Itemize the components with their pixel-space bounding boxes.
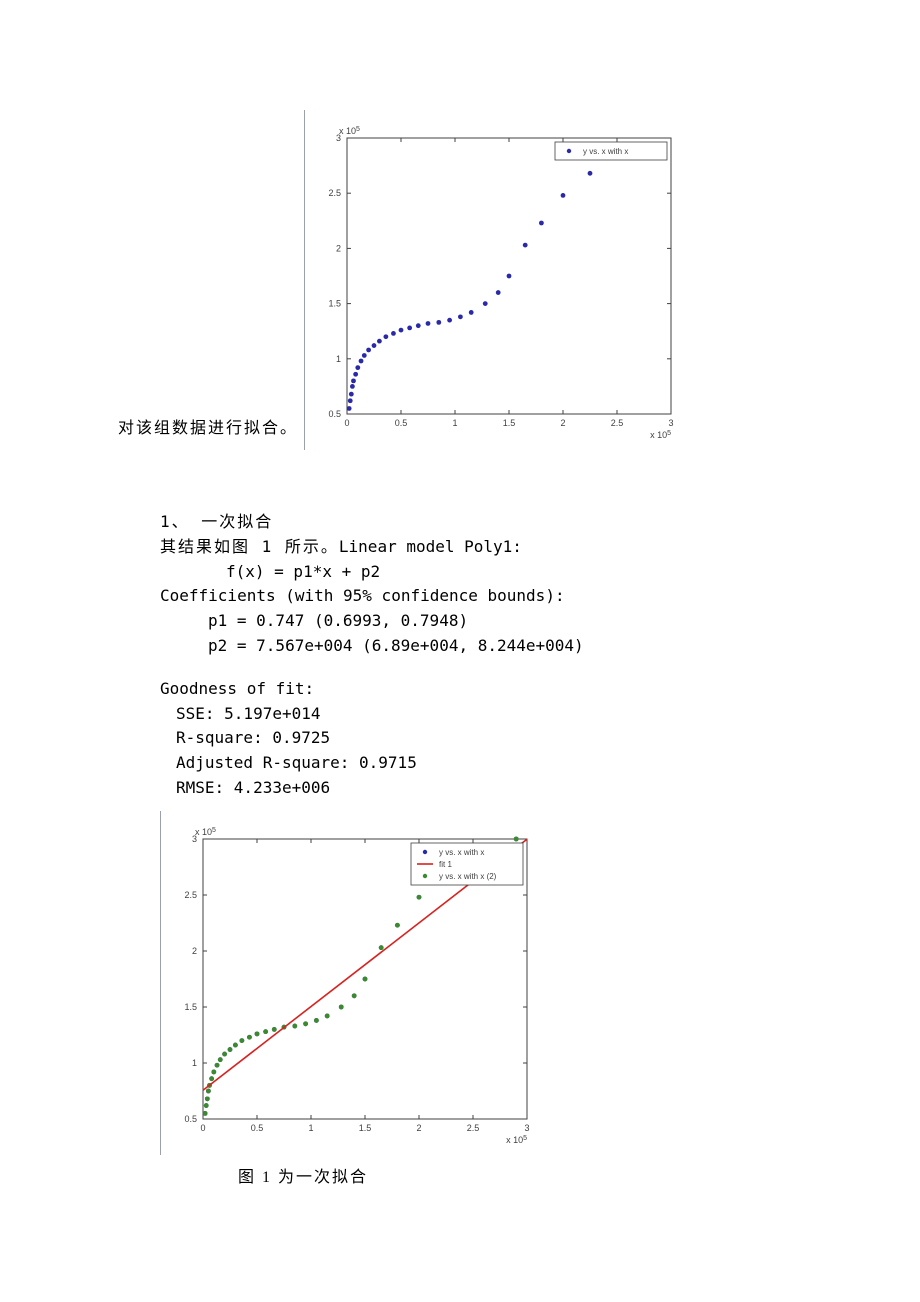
svg-text:3: 3 bbox=[669, 418, 674, 428]
svg-text:2: 2 bbox=[416, 1123, 421, 1133]
svg-text:fit 1: fit 1 bbox=[439, 860, 452, 869]
svg-text:0.5: 0.5 bbox=[184, 1114, 197, 1124]
figure-caption: 图 1 为一次拟合 bbox=[160, 1163, 802, 1187]
gof-r2: R-square: 0.9725 bbox=[160, 726, 802, 751]
svg-text:2: 2 bbox=[192, 946, 197, 956]
svg-text:1.5: 1.5 bbox=[503, 418, 516, 428]
result-prefix: 其结果如图 1 所示。 bbox=[160, 537, 339, 556]
gof-rmse: RMSE: 4.233e+006 bbox=[160, 776, 802, 801]
svg-text:0.5: 0.5 bbox=[329, 409, 342, 419]
svg-text:1.5: 1.5 bbox=[359, 1123, 372, 1133]
svg-text:x 105: x 105 bbox=[506, 1134, 527, 1145]
svg-text:1.5: 1.5 bbox=[184, 1002, 197, 1012]
svg-text:1: 1 bbox=[192, 1058, 197, 1068]
svg-text:0.5: 0.5 bbox=[395, 418, 408, 428]
svg-text:1: 1 bbox=[336, 354, 341, 364]
svg-text:y vs. x with x (2): y vs. x with x (2) bbox=[439, 872, 497, 881]
fit-text-block: 1、 一次拟合 其结果如图 1 所示。Linear model Poly1: f… bbox=[160, 510, 802, 801]
svg-text:3: 3 bbox=[524, 1123, 529, 1133]
coef-header: Coefficients (with 95% confidence bounds… bbox=[160, 584, 802, 609]
svg-text:x 105: x 105 bbox=[650, 430, 671, 441]
chart-1: 00.511.522.530.511.522.53x 105x 105y vs.… bbox=[304, 110, 688, 450]
svg-text:1.5: 1.5 bbox=[329, 299, 342, 309]
svg-text:2: 2 bbox=[336, 243, 341, 253]
svg-text:0: 0 bbox=[200, 1123, 205, 1133]
section-heading: 1、 一次拟合 bbox=[160, 512, 273, 531]
svg-text:2: 2 bbox=[561, 418, 566, 428]
svg-text:x 105: x 105 bbox=[195, 826, 216, 837]
svg-text:2.5: 2.5 bbox=[329, 188, 342, 198]
gof-sse: SSE: 5.197e+014 bbox=[160, 702, 802, 727]
intro-text: 对该组数据进行拟合。 bbox=[118, 414, 298, 450]
coef-p1: p1 = 0.747 (0.6993, 0.7948) bbox=[160, 609, 802, 634]
svg-text:2.5: 2.5 bbox=[611, 418, 624, 428]
svg-text:2.5: 2.5 bbox=[184, 890, 197, 900]
svg-text:1: 1 bbox=[308, 1123, 313, 1133]
gof-ar2: Adjusted R-square: 0.9715 bbox=[160, 751, 802, 776]
coef-p2: p2 = 7.567e+004 (6.89e+004, 8.244e+004) bbox=[160, 634, 802, 659]
svg-text:2.5: 2.5 bbox=[467, 1123, 480, 1133]
gof-header: Goodness of fit: bbox=[160, 677, 802, 702]
model-equation: f(x) = p1*x + p2 bbox=[160, 560, 802, 585]
model-label: Linear model Poly1: bbox=[339, 537, 522, 556]
svg-text:1: 1 bbox=[453, 418, 458, 428]
svg-text:x 105: x 105 bbox=[339, 126, 360, 137]
svg-text:y vs. x with x: y vs. x with x bbox=[583, 147, 628, 156]
svg-text:0: 0 bbox=[345, 418, 350, 428]
svg-text:y vs. x with x: y vs. x with x bbox=[439, 848, 484, 857]
chart-2: 00.511.522.530.511.522.53x 105x 105y vs.… bbox=[160, 811, 544, 1155]
svg-text:0.5: 0.5 bbox=[251, 1123, 264, 1133]
